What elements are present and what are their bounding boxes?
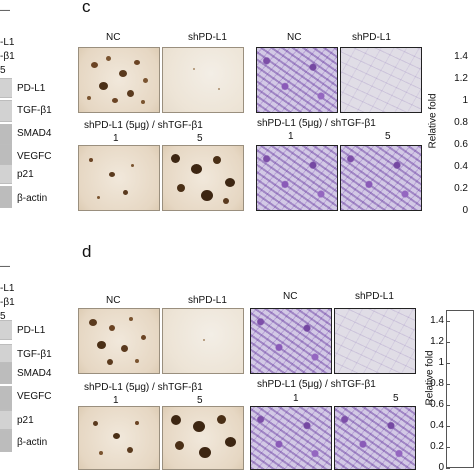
header-line-d-3: 5 [0, 311, 6, 322]
chart-c-tick-label-3: 0.8 [454, 117, 468, 128]
chart-c-tick-label-1: 1.2 [454, 73, 468, 84]
chart-d-tick-label-7: 0 [438, 462, 444, 473]
chart-d-tick-label-5: 0.4 [430, 420, 444, 431]
chart-c-tick-label-5: 0.4 [454, 161, 468, 172]
combo-label-c: shPD-L1 (5μg) / shTGF-β1 [84, 120, 203, 131]
blot-label-c-tgfb1: TGF-β1 [17, 105, 52, 116]
blot-label-d-smad4: SMAD4 [17, 368, 52, 379]
colony-label-d-shpdl1: shPD-L1 [188, 295, 227, 306]
chart-d-frame [446, 310, 474, 468]
invasion-label-c-nc: NC [287, 32, 302, 43]
invasion-image-d-combo-5 [334, 406, 416, 470]
header-line-c-3: 5 [0, 65, 6, 76]
blot-band-d-vegfc [0, 386, 12, 410]
blot-band-c-tgfb1 [0, 100, 12, 122]
invasion-image-c-combo-1 [256, 145, 338, 211]
colony-label-d-nc: NC [106, 295, 121, 306]
chart-c-ylabel: Relative fold [427, 93, 439, 149]
invasion-image-c-shpdl1 [340, 47, 422, 113]
colony-image-c-combo-5 [162, 145, 244, 211]
colony-label-c-shpdl1: shPD-L1 [188, 32, 227, 43]
blot-label-d-actin: β-actin [17, 437, 48, 448]
blot-band-d-p21 [0, 410, 12, 430]
invasion-combo-label-c: shPD-L1 (5μg) / shTGF-β1 [257, 118, 376, 129]
blot-label-c-vegfc: VEGFC [17, 151, 52, 162]
chart-c-tick-label-0: 1.4 [454, 51, 468, 62]
chart-d-tick-mark-1 [446, 342, 450, 343]
blot-band-d-smad4 [0, 362, 12, 384]
blot-label-c-actin: β-actin [17, 193, 48, 204]
invasion-combo-label-d: shPD-L1 (5μg) / shTGF-β1 [257, 379, 376, 390]
header-dash-c: — [0, 5, 10, 16]
colony-image-d-shpdl1 [162, 308, 244, 374]
header-line-c-1: -L1 [0, 37, 15, 48]
blot-band-c-vegfc [0, 144, 12, 166]
colony-image-c-nc [78, 47, 160, 113]
header-line-d-1: -L1 [0, 283, 15, 294]
combo-dose-d-1: 1 [113, 395, 119, 406]
chart-c-tick-label-4: 0.6 [454, 139, 468, 150]
chart-c-tick-label-6: 0.2 [454, 183, 468, 194]
header-dash-d: — [0, 261, 10, 272]
colony-label-c-nc: NC [106, 32, 121, 43]
colony-image-c-shpdl1 [162, 47, 244, 113]
blot-label-d-p21: p21 [17, 415, 34, 426]
panel-letter-c: c [82, 0, 91, 16]
chart-d-tick-mark-7 [446, 468, 450, 469]
colony-image-c-combo-1 [78, 145, 160, 211]
combo-label-d: shPD-L1 (5μg) / shTGF-β1 [84, 382, 203, 393]
blot-band-c-p21 [0, 164, 12, 184]
invasion-dose-d-1: 1 [293, 393, 299, 404]
invasion-dose-c-1: 1 [288, 131, 294, 142]
combo-dose-c-1: 1 [113, 133, 119, 144]
blot-label-c-smad4: SMAD4 [17, 128, 52, 139]
blot-band-c-smad4 [0, 124, 12, 146]
colony-image-d-nc [78, 308, 160, 374]
blot-label-d-vegfc: VEGFC [17, 391, 52, 402]
chart-d-tick-mark-4 [446, 405, 450, 406]
chart-d-tick-label-3: 0.8 [430, 378, 444, 389]
blot-band-c-pdl1 [0, 78, 12, 98]
chart-c-tick-label-2: 1 [462, 95, 468, 106]
invasion-image-c-nc [256, 47, 338, 113]
invasion-image-c-combo-5 [340, 145, 422, 211]
blot-band-d-tgfb1 [0, 344, 12, 364]
invasion-image-d-combo-1 [250, 406, 332, 470]
chart-d-tick-label-6: 0.2 [430, 441, 444, 452]
invasion-image-d-nc [250, 308, 332, 374]
blot-band-c-actin [0, 186, 12, 208]
chart-d-tick-mark-2 [446, 363, 450, 364]
blot-label-d-pdl1: PD-L1 [17, 325, 46, 336]
invasion-label-c-shpdl1: shPD-L1 [352, 32, 391, 43]
blot-band-d-pdl1 [0, 320, 12, 340]
chart-c-tick-label-7: 0 [462, 205, 468, 216]
chart-d-tick-label-1: 1.2 [430, 336, 444, 347]
combo-dose-c-5: 5 [197, 133, 203, 144]
invasion-image-d-shpdl1 [334, 308, 416, 374]
colony-image-d-combo-5 [162, 406, 244, 470]
chart-d-tick-mark-5 [446, 426, 450, 427]
header-line-c-2: -β1 [0, 51, 15, 62]
invasion-label-d-shpdl1: shPD-L1 [355, 291, 394, 302]
chart-d-tick-mark-6 [446, 447, 450, 448]
panel-letter-d: d [82, 242, 92, 261]
colony-image-d-combo-1 [78, 406, 160, 470]
invasion-label-d-nc: NC [283, 291, 298, 302]
blot-band-d-actin [0, 430, 12, 452]
chart-d-tick-mark-0 [446, 321, 450, 322]
combo-dose-d-5: 5 [197, 395, 203, 406]
blot-label-c-pdl1: PD-L1 [17, 83, 46, 94]
chart-d-tick-mark-3 [446, 384, 450, 385]
invasion-dose-d-5: 5 [393, 393, 399, 404]
blot-label-d-tgfb1: TGF-β1 [17, 349, 52, 360]
invasion-dose-c-5: 5 [385, 131, 391, 142]
chart-d-tick-label-0: 1.4 [430, 315, 444, 326]
header-line-d-2: -β1 [0, 297, 15, 308]
chart-d-tick-label-2: 1 [438, 357, 444, 368]
blot-label-c-p21: p21 [17, 169, 34, 180]
chart-d-tick-label-4: 0.6 [430, 399, 444, 410]
